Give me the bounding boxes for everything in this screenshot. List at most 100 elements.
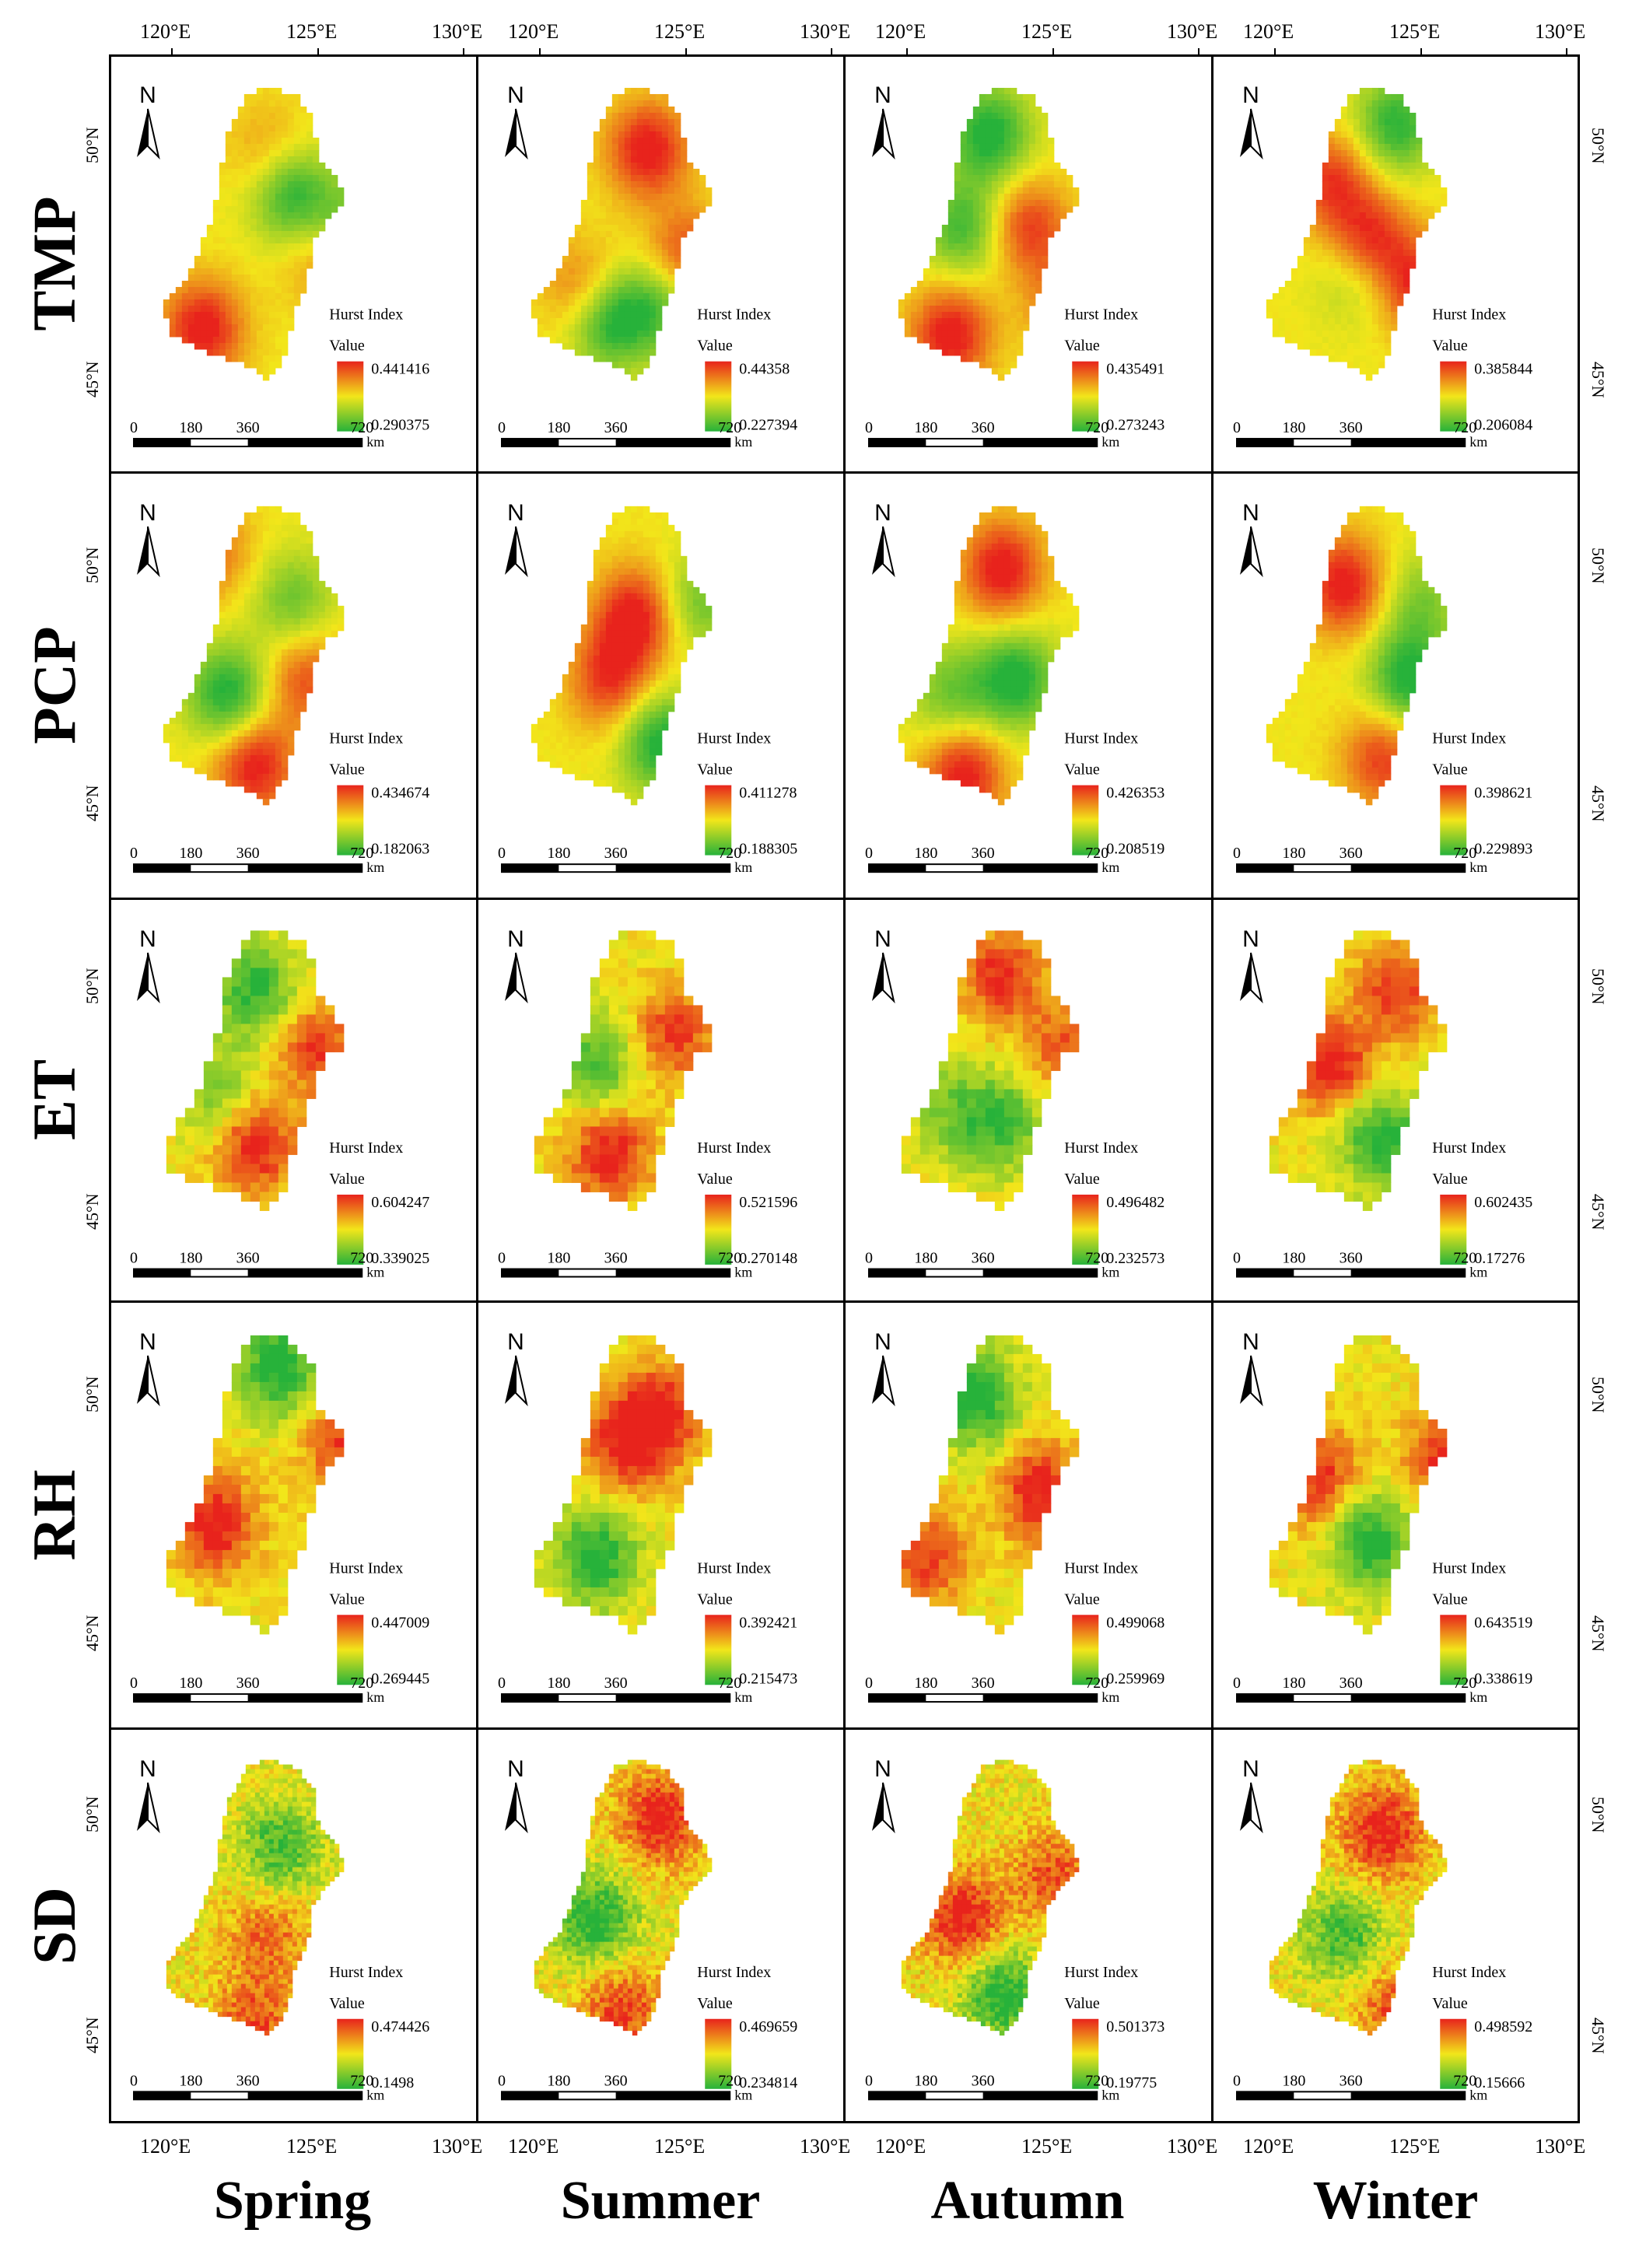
north-label: N <box>874 926 891 952</box>
legend-color-ramp <box>705 1615 732 1685</box>
tick-mark <box>685 48 687 56</box>
legend-min-value: 0.188305 <box>739 841 797 858</box>
map-panel-pcp-summer: N Hurst Index Value 0.411278 0.188305 0 180 360… <box>498 500 797 875</box>
row-divider <box>109 471 1580 474</box>
map-panel-pcp-spring: N Hurst Index Value 0.434674 0.182063 0 180 360… <box>130 500 429 875</box>
map-panel-tmp-autumn: N Hurst Index Value 0.435491 0.273243 0 180 360… <box>865 82 1164 450</box>
lon-tick-top: 120°E <box>875 20 926 43</box>
column-divider <box>843 54 846 2123</box>
tick-mark <box>539 48 541 56</box>
lat-tick-right: 45°N <box>1588 361 1608 398</box>
north-label: N <box>139 1756 156 1782</box>
legend-title: Hurst Index <box>1064 1139 1138 1157</box>
legend-max-value: 0.604247 <box>371 1194 429 1211</box>
north-arrow-icon <box>137 1782 160 1834</box>
scale-tick: 360 <box>604 845 628 862</box>
scale-tick: 0 <box>130 2072 138 2089</box>
legend-max-value: 0.498592 <box>1474 2018 1532 2035</box>
north-arrow-icon <box>1240 526 1263 578</box>
legend-title: Hurst Index <box>1432 1559 1506 1577</box>
legend-color-ramp <box>705 2018 732 2089</box>
scale-unit: km <box>734 1265 752 1280</box>
scale-tick: 720 <box>1085 845 1108 862</box>
legend-title: Hurst Index <box>329 306 403 324</box>
scale-bar <box>1236 863 1466 873</box>
scale-tick: 0 <box>498 1250 506 1267</box>
scale-bar <box>868 863 1098 873</box>
map-panel-et-spring: N Hurst Index Value 0.604247 0.339025 0 180 360… <box>130 926 429 1280</box>
legend-subtitle: Value <box>697 338 733 355</box>
scale-tick: 720 <box>350 845 373 862</box>
lat-tick-left: 50°N <box>82 1376 102 1412</box>
north-arrow-icon <box>505 526 528 578</box>
scale-unit: km <box>366 859 384 875</box>
row-label-pcp: PCP <box>20 626 88 744</box>
map-panel-sd-summer: N Hurst Index Value 0.469659 0.234814 0 180 360… <box>498 1756 797 2102</box>
north-label: N <box>139 1329 156 1355</box>
lat-tick-right: 45°N <box>1588 2018 1608 2054</box>
lon-tick-bottom: 120°E <box>875 2135 926 2158</box>
north-label: N <box>1242 1329 1259 1355</box>
scale-tick: 360 <box>1340 419 1363 436</box>
lon-tick-bottom: 125°E <box>1021 2135 1073 2158</box>
tick-mark <box>1198 48 1199 56</box>
scale-tick: 720 <box>1085 1675 1108 1692</box>
scale-tick: 0 <box>130 1675 138 1692</box>
legend-min-value: 0.208519 <box>1106 841 1164 858</box>
scale-tick: 720 <box>350 1675 373 1692</box>
scale-tick: 180 <box>179 1675 202 1692</box>
scale-bar <box>501 438 731 448</box>
north-arrow-icon <box>505 952 528 1004</box>
scale-unit: km <box>1101 1689 1119 1705</box>
legend-subtitle: Value <box>697 1591 733 1608</box>
legend-color-ramp <box>337 2018 364 2089</box>
north-label: N <box>1242 82 1259 108</box>
legend-subtitle: Value <box>697 1171 733 1188</box>
north-label: N <box>507 500 524 526</box>
legend-subtitle: Value <box>1432 1591 1468 1608</box>
scale-tick: 720 <box>1085 419 1108 436</box>
legend-min-value: 0.182063 <box>371 841 429 858</box>
hurst-raster <box>898 506 1080 806</box>
scale-unit: km <box>366 2087 384 2102</box>
north-label: N <box>139 926 156 952</box>
map-panel-et-winter: N Hurst Index Value 0.602435 0.17276 0 180 360 7… <box>1233 926 1532 1280</box>
tick-mark <box>906 48 908 56</box>
north-arrow-icon <box>872 108 895 160</box>
scale-bar <box>868 1268 1098 1278</box>
scale-bar <box>133 1693 363 1703</box>
scale-tick: 720 <box>718 1250 741 1267</box>
scale-tick: 0 <box>865 1250 873 1267</box>
hurst-raster <box>531 506 713 806</box>
north-label: N <box>139 500 156 526</box>
scale-bar <box>501 863 731 873</box>
row-divider <box>109 1727 1580 1730</box>
lat-tick-left: 45°N <box>82 1193 102 1230</box>
legend-color-ramp <box>705 361 732 432</box>
lon-tick-top: 120°E <box>1243 20 1294 43</box>
scale-tick: 180 <box>179 845 202 862</box>
scale-tick: 0 <box>130 1250 138 1267</box>
map-panel-et-summer: N Hurst Index Value 0.521596 0.270148 0 180 360… <box>498 926 797 1280</box>
scale-tick: 360 <box>236 1250 260 1267</box>
scale-bar <box>1236 2091 1466 2101</box>
lat-tick-left: 50°N <box>82 1796 102 1832</box>
scale-tick: 0 <box>498 2072 506 2089</box>
legend-min-value: 0.227394 <box>739 417 797 434</box>
hurst-raster <box>534 1335 713 1635</box>
scale-tick: 360 <box>1340 845 1363 862</box>
lon-tick-top: 120°E <box>140 20 191 43</box>
scale-tick: 180 <box>179 419 202 436</box>
north-arrow-icon <box>1240 1355 1263 1407</box>
scale-tick: 360 <box>972 845 995 862</box>
scale-unit: km <box>1469 2087 1487 2102</box>
legend-color-ramp <box>705 1194 732 1265</box>
north-arrow-icon <box>872 1782 895 1834</box>
legend-max-value: 0.447009 <box>371 1614 429 1631</box>
map-panel-sd-winter: N Hurst Index Value 0.498592 0.15666 0 180 360 7… <box>1233 1756 1532 2102</box>
column-label-summer: Summer <box>560 2171 761 2231</box>
north-label: N <box>1242 500 1259 526</box>
legend-color-ramp <box>1072 1194 1099 1265</box>
legend-subtitle: Value <box>1064 338 1100 355</box>
map-panel-sd-spring: N Hurst Index Value 0.474426 0.1498 0 180 360 72… <box>130 1756 429 2102</box>
